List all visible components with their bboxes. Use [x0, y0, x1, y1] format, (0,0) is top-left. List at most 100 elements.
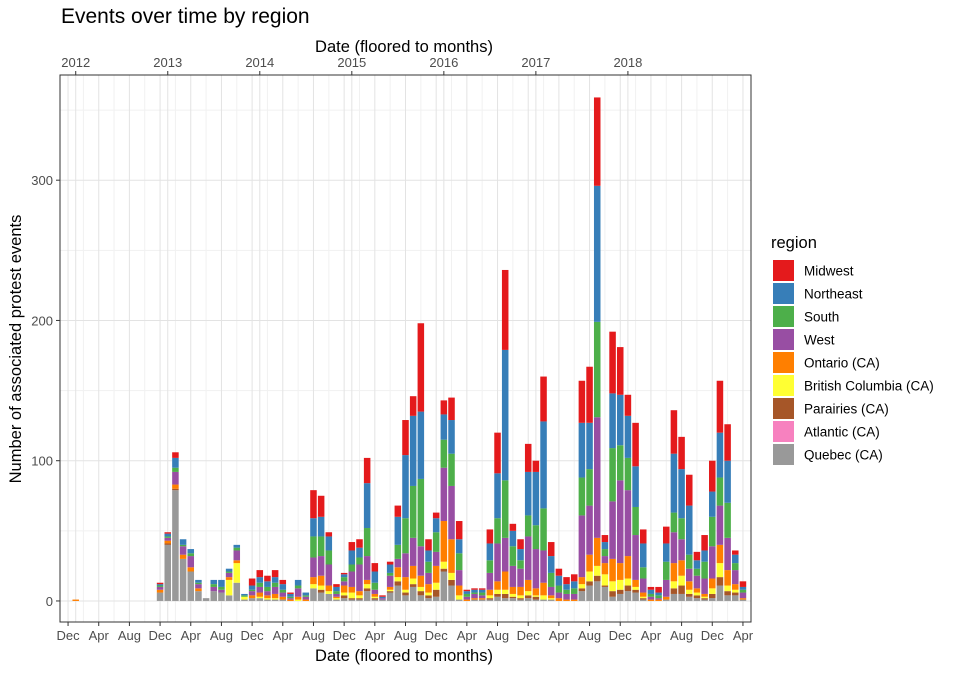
bar-segment — [195, 588, 202, 592]
bar-segment — [678, 539, 685, 561]
bar-segment — [72, 599, 79, 601]
bar-segment — [639, 578, 647, 593]
bar-stack — [716, 380, 724, 601]
bar-segment — [248, 585, 256, 590]
bar-segment — [363, 591, 371, 601]
bar-segment — [486, 598, 494, 600]
bar-segment — [279, 579, 287, 585]
bar-stack — [333, 584, 340, 601]
bar-segment — [647, 586, 655, 590]
bar-segment — [340, 572, 348, 575]
bar-segment — [379, 596, 386, 599]
bar-segment — [202, 598, 210, 601]
bottom-tick-label: Aug — [486, 628, 509, 643]
bar-segment — [248, 578, 256, 586]
bar-segment — [517, 599, 524, 601]
bar-segment — [333, 591, 340, 594]
bar-segment — [271, 582, 279, 587]
bar-segment — [670, 593, 678, 601]
bar-segment — [455, 553, 463, 571]
bar-segment — [709, 588, 716, 594]
bar-stack — [356, 539, 363, 601]
bar-segment — [501, 269, 509, 350]
bar-segment — [701, 550, 708, 562]
bar-segment — [256, 582, 264, 587]
bar-segment — [532, 588, 540, 596]
bar-segment — [172, 467, 179, 472]
bar-segment — [724, 591, 731, 596]
bar-segment — [517, 595, 524, 599]
bar-stack — [348, 542, 356, 601]
bar-segment — [448, 585, 455, 601]
bar-segment — [256, 596, 264, 599]
bar-stack — [509, 523, 517, 601]
bar-segment — [578, 584, 586, 589]
bar-segment — [501, 480, 509, 538]
bar-segment — [501, 598, 509, 601]
bar-segment — [724, 585, 731, 592]
bar-segment — [363, 483, 371, 529]
bar-segment — [317, 589, 325, 593]
bar-segment — [616, 445, 624, 481]
bar-segment — [310, 588, 317, 601]
bar-segment — [294, 579, 302, 586]
bar-segment — [616, 394, 624, 446]
bar-segment — [264, 598, 271, 600]
bar-segment — [670, 410, 678, 454]
bar-segment — [555, 592, 563, 599]
bar-segment — [632, 589, 639, 593]
bar-segment — [732, 584, 739, 590]
bar-segment — [432, 582, 440, 590]
bar-segment — [340, 592, 348, 596]
bar-segment — [578, 577, 586, 585]
legend-label: British Columbia (CA) — [804, 379, 934, 394]
bar-stack — [279, 579, 287, 601]
bar-segment — [233, 547, 241, 551]
bar-segment — [686, 568, 693, 582]
legend-item: South — [773, 306, 839, 327]
bar-segment — [225, 577, 233, 580]
bar-stack — [724, 424, 731, 601]
bar-segment — [225, 572, 233, 578]
legend-swatch — [773, 352, 794, 373]
bar-stack — [486, 529, 494, 601]
bar-segment — [686, 581, 693, 590]
top-tick-label: 2016 — [429, 55, 458, 70]
bar-segment — [632, 586, 639, 590]
bar-segment — [593, 575, 601, 582]
bar-segment — [156, 589, 164, 593]
bar-segment — [402, 420, 409, 456]
bar-segment — [271, 570, 279, 578]
bar-segment — [440, 467, 448, 522]
bar-segment — [532, 460, 540, 472]
bar-segment — [647, 599, 655, 601]
bar-segment — [195, 591, 202, 601]
bar-segment — [425, 584, 432, 593]
bar-segment — [563, 584, 570, 590]
bar-segment — [425, 598, 432, 601]
bar-segment — [402, 592, 409, 596]
bar-segment — [709, 546, 716, 579]
top-tick-label: 2014 — [245, 55, 274, 70]
bar-segment — [187, 571, 195, 601]
bar-segment — [693, 560, 701, 569]
bar-segment — [264, 599, 271, 601]
bar-segment — [578, 588, 586, 592]
bar-segment — [179, 544, 187, 547]
bar-stack — [517, 539, 524, 601]
bar-segment — [578, 477, 586, 516]
bar-segment — [225, 579, 233, 596]
bar-segment — [486, 595, 494, 599]
legend-label: West — [804, 333, 835, 348]
bar-segment — [386, 575, 394, 587]
bar-segment — [432, 551, 440, 566]
bar-segment — [302, 595, 310, 597]
bar-segment — [486, 572, 494, 590]
bar-segment — [663, 579, 670, 597]
bar-segment — [409, 584, 417, 587]
bar-segment — [287, 596, 294, 599]
bar-segment — [693, 588, 701, 593]
bar-segment — [524, 471, 532, 516]
bar-segment — [693, 598, 701, 601]
chart-title: Events over time by region — [61, 5, 310, 28]
